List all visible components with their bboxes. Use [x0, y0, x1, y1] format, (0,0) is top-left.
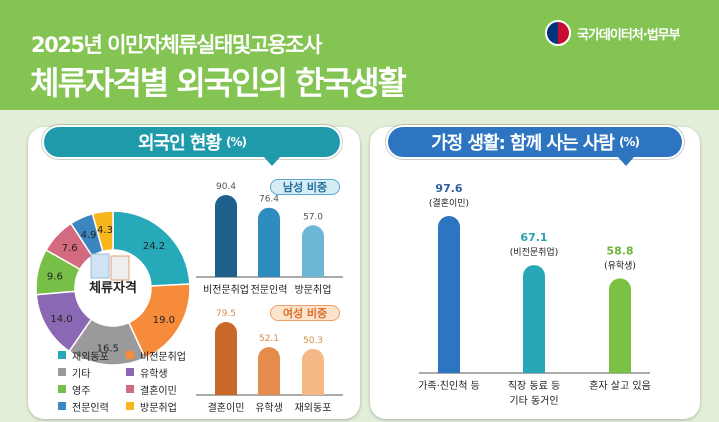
- bar: [438, 216, 460, 373]
- donut-slice-label: 24.2: [143, 241, 165, 252]
- panel-title-text: 외국인 현황: [137, 133, 222, 154]
- logo-text: 국가데이터처·법무부: [577, 27, 681, 43]
- bar-category-label: 가족·친인척 등: [418, 380, 480, 392]
- legend-swatch: [126, 351, 134, 359]
- header: 2025년 이민자체류실태및고용조사 체류자격별 외국인의 한국생활 국가데이터…: [0, 0, 719, 110]
- bar: [258, 207, 280, 277]
- header-subtitle: 2025년 이민자체류실태및고용조사: [31, 33, 322, 57]
- legend-swatch: [58, 351, 66, 359]
- female-ratio-tag: 여성 비중: [270, 305, 340, 321]
- panel-unit: (%): [618, 135, 640, 149]
- donut-slice-label: 7.6: [62, 243, 78, 254]
- bar-value-label: 90.4: [216, 182, 236, 192]
- household-title: 가정 생활: 함께 사는 사람 (%): [386, 125, 684, 166]
- bar-category-label: 혼자 살고 있음: [589, 379, 651, 392]
- legend-item: 기타: [58, 365, 126, 380]
- legend-label: 비전문취업: [140, 351, 186, 363]
- bar: [523, 265, 545, 373]
- legend-label: 영주: [72, 385, 91, 397]
- bar: [215, 322, 237, 395]
- donut-slice-label: 16.5: [97, 343, 119, 354]
- legend-item: 전문인력: [58, 399, 126, 414]
- legend-label: 재외동포: [72, 351, 109, 363]
- bar: [258, 347, 280, 395]
- bar-value-label: 67.1: [520, 231, 547, 244]
- donut-slice-label: 4.9: [81, 230, 97, 241]
- legend-item: 영주: [58, 382, 126, 397]
- bar-value-label: 97.6: [435, 182, 462, 195]
- taegeuk-logo-icon: [545, 20, 571, 46]
- logo: 국가데이터처·법무부: [545, 20, 681, 46]
- bar-category-label: 기타 동거인: [509, 395, 558, 407]
- legend-swatch: [126, 402, 134, 410]
- bar: [215, 195, 237, 277]
- donut-slice-label: 14.0: [50, 314, 72, 325]
- legend-item: 방문취업: [126, 399, 206, 414]
- donut-slice-label: 9.6: [47, 271, 63, 282]
- donut-slice-label: 4.3: [97, 225, 113, 236]
- legend-swatch: [58, 368, 66, 376]
- bar-category-label: 유학생: [255, 402, 283, 414]
- donut-slice: [91, 210, 114, 253]
- bar: [302, 225, 324, 277]
- bar-category-label: 전문인력: [251, 284, 288, 296]
- legend-item: 재외동포: [58, 348, 126, 363]
- bar-category-label: 재외동포: [295, 402, 332, 414]
- legend-item: 결혼이민: [126, 382, 206, 397]
- legend-swatch: [58, 402, 66, 410]
- bar: [302, 348, 324, 395]
- bar-note-label: (비전문취업): [510, 247, 558, 258]
- bar-note-label: (결혼이민): [429, 197, 469, 209]
- legend-item: 유학생: [126, 365, 206, 380]
- bar-note-label: (유학생): [604, 260, 636, 271]
- legend-label: 기타: [72, 368, 91, 380]
- bar: [609, 278, 631, 373]
- panel-unit: (%): [226, 135, 247, 149]
- bar-value-label: 50.3: [303, 336, 323, 346]
- bar-value-label: 76.4: [259, 195, 279, 205]
- foreigner-status-title: 외국인 현황 (%): [42, 125, 342, 166]
- bar-category-label: 결혼이민: [208, 401, 245, 414]
- bar-value-label: 57.0: [303, 212, 323, 222]
- legend-label: 전문인력: [72, 402, 109, 414]
- bar-value-label: 52.1: [259, 334, 279, 344]
- legend-label: 유학생: [140, 368, 168, 380]
- panel-title-text: 가정 생활: 함께 사는 사람: [431, 133, 615, 154]
- bar-category-label: 직장 동료 등: [508, 380, 560, 392]
- legend-label: 결혼이민: [140, 385, 177, 397]
- male-ratio-tag: 남성 비중: [270, 179, 340, 195]
- document-icon: [110, 255, 130, 281]
- bar-value-label: 79.5: [216, 309, 236, 319]
- bar-category-label: 방문취업: [295, 283, 332, 296]
- bar-category-label: 비전문취업: [203, 283, 249, 296]
- header-title: 체류자격별 외국인의 한국생활: [30, 64, 407, 102]
- legend-item: 비전문취업: [126, 348, 206, 363]
- legend-swatch: [126, 385, 134, 393]
- donut-center-label: 체류자격: [89, 281, 137, 296]
- legend-swatch: [126, 368, 134, 376]
- document-icon: [90, 253, 110, 279]
- legend-label: 방문취업: [140, 402, 177, 414]
- bar-value-label: 58.8: [606, 244, 633, 257]
- legend-swatch: [58, 385, 66, 393]
- donut-slice-label: 19.0: [153, 315, 175, 326]
